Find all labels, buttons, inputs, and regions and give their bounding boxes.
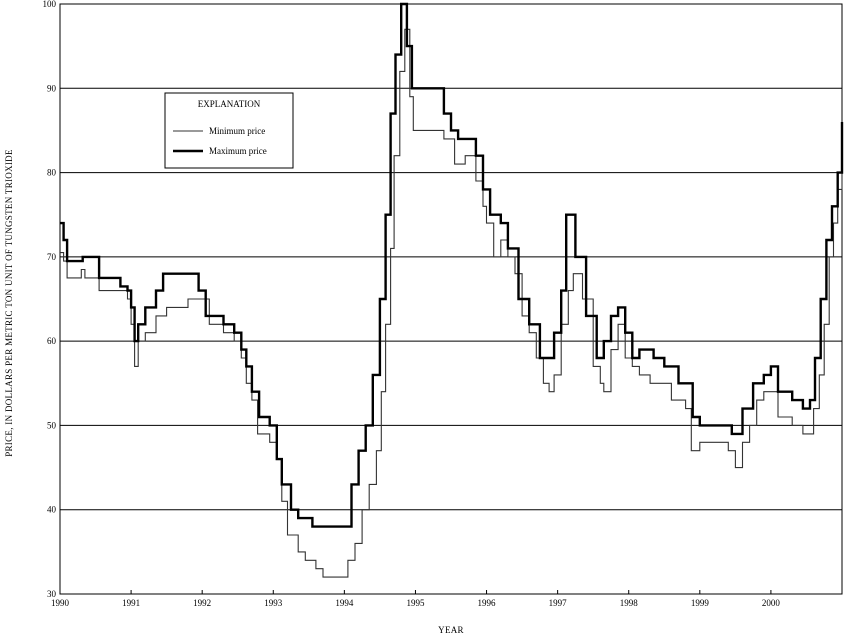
legend-title: EXPLANATION xyxy=(198,99,261,109)
y-tick-label: 100 xyxy=(43,0,57,9)
maximum-price-line xyxy=(60,2,844,528)
x-tick-label: 1993 xyxy=(264,598,283,608)
y-tick-label: 40 xyxy=(47,505,57,515)
chart-gridlines xyxy=(60,87,842,511)
x-tick-label: 1995 xyxy=(406,598,425,608)
x-tick-label: 1992 xyxy=(193,598,211,608)
legend-label-minimum: Minimum price xyxy=(209,126,265,136)
x-tick-label: 1994 xyxy=(335,598,354,608)
y-tick-label: 80 xyxy=(47,168,57,178)
plot-area-frame xyxy=(59,3,843,595)
x-tick-label: 1990 xyxy=(51,598,70,608)
x-axis-title: YEAR xyxy=(438,625,464,635)
x-tick-label: 1991 xyxy=(122,598,140,608)
y-tick-label: 90 xyxy=(47,83,57,93)
y-axis-title: PRICE, IN DOLLARS PER METRIC TON UNIT OF… xyxy=(4,149,14,457)
y-tick-label: 70 xyxy=(47,252,57,262)
chart-legend: EXPLANATION Minimum price Maximum price xyxy=(164,92,294,169)
legend-label-maximum: Maximum price xyxy=(209,146,267,156)
minimum-price-line xyxy=(60,28,843,578)
x-tick-label: 1999 xyxy=(691,598,710,608)
x-tick-label: 2000 xyxy=(762,598,781,608)
axis-ticks: 30 40 50 60 70 80 90 100 1990 1991 1992 1993 1994 199… xyxy=(43,0,781,608)
data-series-layer xyxy=(60,2,844,578)
y-tick-label: 60 xyxy=(47,336,57,346)
y-tick-label: 50 xyxy=(47,420,57,430)
x-tick-label: 1997 xyxy=(549,598,568,608)
y-tick-label: 30 xyxy=(47,589,57,599)
x-tick-label: 1998 xyxy=(620,598,639,608)
x-tick-label: 1996 xyxy=(478,598,497,608)
